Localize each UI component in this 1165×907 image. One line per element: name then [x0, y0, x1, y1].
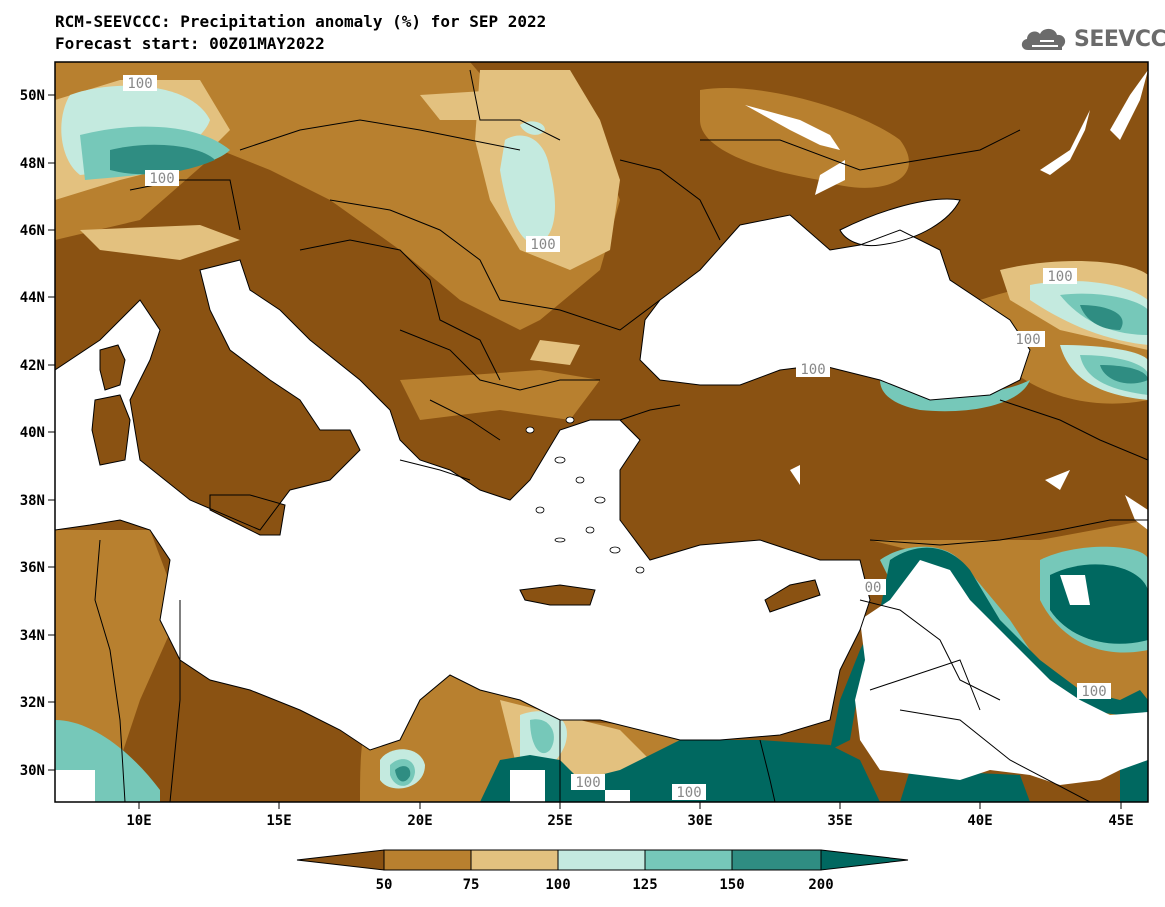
- contour-label: 100: [530, 237, 555, 253]
- longitude-axis: 10E 15E 20E 25E 30E 35E 40E 45E: [126, 802, 1134, 829]
- contour-labels: 100 100 100 100 100 100 00 100 100 100: [123, 75, 1111, 801]
- lat-tick-label: 30N: [20, 763, 45, 779]
- contour-label: 00: [865, 580, 882, 596]
- lat-tick-label: 42N: [20, 358, 45, 374]
- contour-label: 100: [149, 171, 174, 187]
- contour-label: 100: [1081, 684, 1106, 700]
- lon-tick-label: 45E: [1108, 813, 1133, 829]
- colorbar-segment: [557, 849, 646, 871]
- lon-tick-label: 25E: [547, 813, 572, 829]
- lat-tick-label: 36N: [20, 560, 45, 576]
- aegean-islands: [525, 416, 645, 574]
- colorbar-segment: [644, 849, 733, 871]
- latitude-axis: 50N 48N 46N 44N 42N 40N 38N 36N 34N 32N …: [20, 88, 55, 779]
- colorbar-label: 125: [632, 877, 657, 893]
- colorbar-segment: [470, 849, 559, 871]
- contour-label: 100: [676, 785, 701, 801]
- contour-label: 100: [1015, 332, 1040, 348]
- boundaries: [55, 69, 1148, 802]
- map-field: 100 100 100 100 100 100 00 100 100 100: [55, 62, 1148, 802]
- contour-label: 100: [127, 76, 152, 92]
- lat-tick-label: 40N: [20, 425, 45, 441]
- colorbar-segment: [820, 849, 909, 871]
- colorbar-labels: 50 75 100 125 150 200: [376, 877, 834, 893]
- contour-label: 100: [800, 362, 825, 378]
- colorbar: [296, 849, 909, 871]
- lat-tick-label: 46N: [20, 223, 45, 239]
- contour-label: 100: [1047, 269, 1072, 285]
- colorbar-label: 200: [808, 877, 833, 893]
- lon-tick-label: 30E: [687, 813, 712, 829]
- lon-tick-label: 10E: [126, 813, 151, 829]
- colorbar-label: 50: [376, 877, 393, 893]
- lon-tick-label: 35E: [827, 813, 852, 829]
- logo-text: SEEVCCC: [1074, 26, 1165, 52]
- colorbar-segment: [383, 849, 472, 871]
- colorbar-label: 100: [545, 877, 570, 893]
- chart-subtitle: Forecast start: 00Z01MAY2022: [55, 34, 325, 53]
- colorbar-label: 75: [463, 877, 480, 893]
- cloud-icon: [1021, 28, 1066, 50]
- lat-tick-label: 32N: [20, 695, 45, 711]
- colorbar-label: 150: [719, 877, 744, 893]
- sea-mask: [55, 70, 1148, 802]
- islands: [92, 345, 820, 612]
- lat-tick-label: 48N: [20, 156, 45, 172]
- anomaly-150-200: [110, 144, 1148, 782]
- colorbar-segment: [731, 849, 822, 871]
- colorbar-segment: [296, 849, 385, 871]
- chart-title: RCM-SEEVCCC: Precipitation anomaly (%) f…: [55, 12, 547, 31]
- seevccc-logo: SEEVCCC: [1018, 24, 1165, 54]
- lat-tick-label: 38N: [20, 493, 45, 509]
- lon-tick-label: 40E: [967, 813, 992, 829]
- lon-tick-label: 15E: [266, 813, 291, 829]
- lat-tick-label: 44N: [20, 290, 45, 306]
- lat-tick-label: 50N: [20, 88, 45, 104]
- contour-label: 100: [575, 775, 600, 791]
- lon-tick-label: 20E: [407, 813, 432, 829]
- lat-tick-label: 34N: [20, 628, 45, 644]
